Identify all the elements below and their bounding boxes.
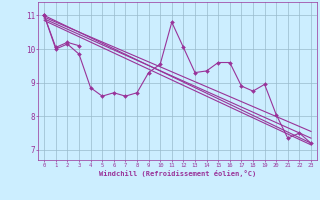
X-axis label: Windchill (Refroidissement éolien,°C): Windchill (Refroidissement éolien,°C) [99, 170, 256, 177]
